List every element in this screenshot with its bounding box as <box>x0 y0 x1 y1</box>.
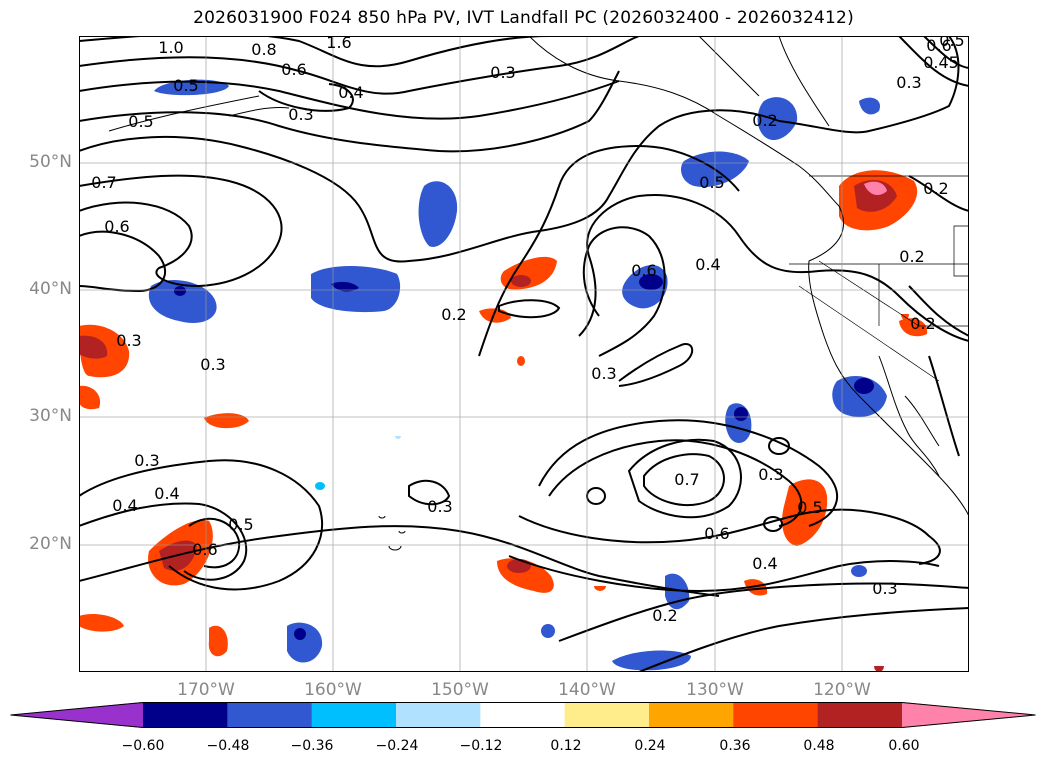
colorbar-tick: 0.36 <box>719 738 751 754</box>
colorbar-segment <box>227 702 313 728</box>
contour-label: 0.6 <box>281 60 306 79</box>
contour-label: 0.3 <box>758 465 783 484</box>
contour-label: 0.7 <box>674 470 699 489</box>
colorbar-extend-high <box>902 702 1036 728</box>
contour-label: 0.5 <box>797 498 822 517</box>
contour-label: 0.45 <box>923 53 959 72</box>
map-canvas: 1.0 0.8 1.6 0.6 0.5 0.4 0.3 0.5 0.3 0.7 … <box>79 36 969 672</box>
colorbar-extend-low <box>10 702 143 728</box>
contour-label: 0.3 <box>134 451 159 470</box>
contour-label: 0.5 <box>939 36 964 50</box>
lon-label-140w: 140°W <box>558 680 616 700</box>
contour-label: 0.2 <box>752 111 777 130</box>
colorbar-tick: 0.24 <box>634 738 666 754</box>
colorbar-segment <box>143 702 228 728</box>
contour-label: 0.2 <box>899 247 924 266</box>
contour-label: 0.2 <box>441 305 466 324</box>
colorbar-tick: −0.24 <box>375 738 419 754</box>
gridlines <box>79 36 969 672</box>
contour-label: 0.4 <box>752 554 777 573</box>
lat-label-20n: 20°N <box>29 534 72 554</box>
colorbar-tick: −0.60 <box>121 738 165 754</box>
colorbar-tick: 0.60 <box>888 738 920 754</box>
contour-label: 0.3 <box>116 331 141 350</box>
map-frame <box>79 36 969 672</box>
colorbar-tick: 0.12 <box>550 738 582 754</box>
contour-label: 1.0 <box>158 38 183 57</box>
colorbar-segment <box>311 702 397 728</box>
contour-label: 0.3 <box>200 355 225 374</box>
contour-label: 0.3 <box>896 73 921 92</box>
contour-label: 0.3 <box>288 105 313 124</box>
contour-label: 0.3 <box>872 579 897 598</box>
colorbar-segment <box>649 702 734 728</box>
lat-label-40n: 40°N <box>29 279 72 299</box>
map-panel: 1.0 0.8 1.6 0.6 0.5 0.4 0.3 0.5 0.3 0.7 … <box>79 36 969 672</box>
contour-label: 0.2 <box>910 314 935 333</box>
lat-label-30n: 30°N <box>29 406 72 426</box>
contour-label: 0.4 <box>112 496 137 515</box>
contour-label: 0.2 <box>923 179 948 198</box>
colorbar-tick: −0.48 <box>206 738 250 754</box>
contour-label: 0.3 <box>591 364 616 383</box>
colorbar-segment <box>817 702 903 728</box>
lon-label-160w: 160°W <box>304 680 362 700</box>
contour-label: 0.2 <box>652 606 677 625</box>
lat-label-50n: 50°N <box>29 152 72 172</box>
contour-label: 0.4 <box>695 255 720 274</box>
contour-label: 0.6 <box>926 36 951 55</box>
colorbar-tick: −0.12 <box>459 738 503 754</box>
colorbar-segment <box>564 702 650 728</box>
contour-label: 0.6 <box>704 524 729 543</box>
contour-label: 0.4 <box>154 484 179 503</box>
colorbar-segment <box>396 702 481 728</box>
contour-label: 0.8 <box>251 40 276 59</box>
contour-label: 0.5 <box>228 515 253 534</box>
contour-label: 0.4 <box>338 83 363 102</box>
contour-label: 0.5 <box>699 173 724 192</box>
contour-label: 0.6 <box>631 261 656 280</box>
contour-label: 0.5 <box>128 112 153 131</box>
lon-label-120w: 120°W <box>813 680 871 700</box>
borders <box>789 175 969 382</box>
contour-label: 1.6 <box>326 36 351 52</box>
contour-label: 0.3 <box>427 497 452 516</box>
coastlines <box>108 36 969 551</box>
lon-label-170w: 170°W <box>177 680 235 700</box>
colorbar-segment <box>480 702 566 728</box>
colorbar-tick: −0.36 <box>290 738 334 754</box>
pv-contours <box>79 36 969 672</box>
lon-label-130w: 130°W <box>686 680 744 700</box>
contour-label: 0.3 <box>490 63 515 82</box>
colorbar <box>10 702 1036 728</box>
colorbar-svg <box>10 702 1036 728</box>
contour-labels: 1.0 0.8 1.6 0.6 0.5 0.4 0.3 0.5 0.3 0.7 … <box>91 36 964 625</box>
contour-label: 0.5 <box>173 76 198 95</box>
contour-label: 0.7 <box>91 173 116 192</box>
map-title: 2026031900 F024 850 hPa PV, IVT Landfall… <box>193 8 854 28</box>
colorbar-tick: 0.48 <box>803 738 835 754</box>
contour-label: 0.6 <box>104 217 129 236</box>
colorbar-segment <box>733 702 819 728</box>
lon-label-150w: 150°W <box>431 680 489 700</box>
contour-label: 0.6 <box>192 540 217 559</box>
